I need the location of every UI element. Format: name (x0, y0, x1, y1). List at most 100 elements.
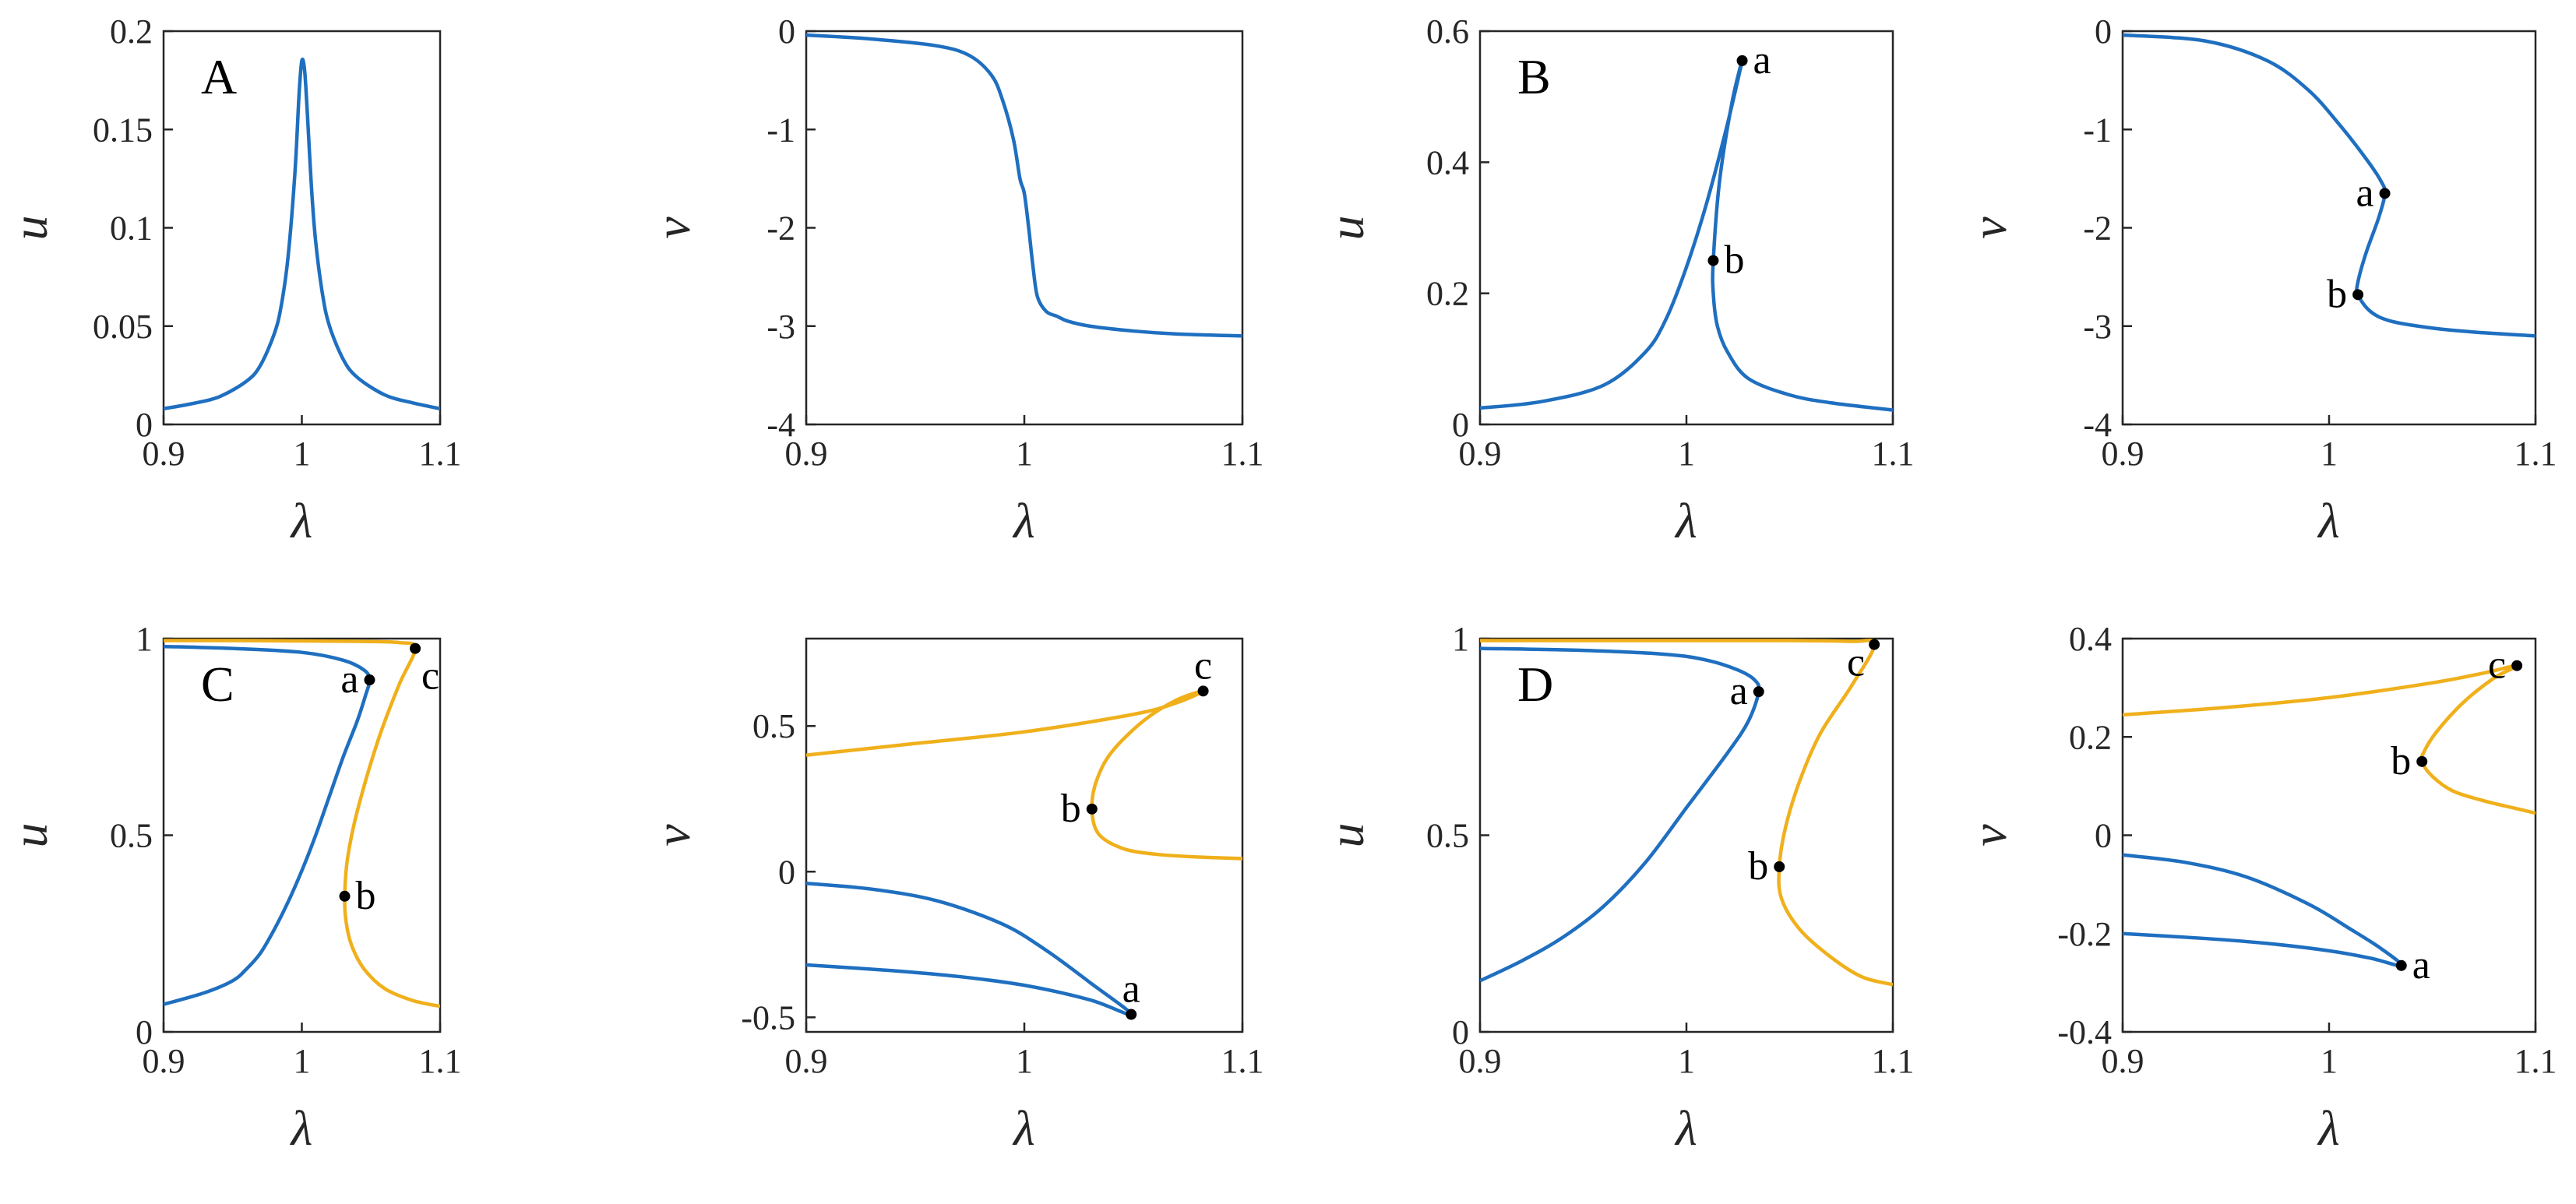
x-tick-label: 1.1 (1221, 1042, 1264, 1080)
panel-letter: A (201, 49, 237, 104)
y-axis-label: u (1319, 216, 1374, 241)
point-label-a: a (2412, 943, 2430, 987)
y-tick-label: 0 (2095, 12, 2112, 51)
series-line-blue (2123, 853, 2404, 968)
y-axis-label: u (2, 216, 58, 241)
x-tick-label: 1.1 (2514, 435, 2557, 473)
y-tick-label: -3 (2083, 308, 2112, 346)
axes-frame (805, 637, 1244, 1033)
point-marker-a (2395, 959, 2407, 971)
x-tick-label: 1 (1016, 435, 1033, 473)
x-tick-label: 0.9 (143, 1042, 185, 1080)
point-marker-c (410, 642, 421, 654)
y-tick-label: 0.15 (93, 111, 153, 149)
y-tick-label: 0.5 (110, 817, 153, 855)
x-tick-label: 1.1 (1221, 435, 1264, 473)
x-tick-label: 1.1 (1872, 1042, 1915, 1080)
x-axis-label: λ (1012, 493, 1035, 548)
y-axis-label: v (1961, 824, 2017, 847)
point-marker-b (339, 890, 351, 902)
chart-panel-8: 0.9 1 1.1 -0.4 -0.2 0 0.2 0.4 λ v a b c (1961, 620, 2557, 1156)
x-tick-label: 1.1 (419, 1042, 462, 1080)
chart-panel-6: 0.9 1 1.1 -0.5 0 0.5 λ v a b c (645, 637, 1264, 1156)
y-axis-label: v (645, 824, 700, 847)
x-tick-label: 1 (2321, 1042, 2338, 1080)
x-axis-label: λ (290, 493, 313, 548)
x-tick-label: 0.9 (2102, 435, 2144, 473)
series-line-blue (806, 881, 1133, 1017)
point-marker-a (1126, 1009, 1137, 1020)
y-tick-label: 0 (1452, 406, 1469, 444)
point-label-b: b (1061, 787, 1081, 831)
x-tick-label: 0.9 (785, 435, 828, 473)
point-marker-a (1736, 55, 1748, 66)
series-line-blue (1480, 646, 1761, 983)
y-tick-label: 1 (1452, 620, 1469, 658)
series-line-blue (806, 33, 1242, 338)
point-label-a: a (1730, 669, 1748, 713)
x-tick-label: 1.1 (2514, 1042, 2557, 1080)
point-label-b: b (2391, 739, 2411, 783)
y-tick-label: -4 (766, 406, 795, 444)
x-tick-label: 1 (1016, 1042, 1033, 1080)
y-tick-label: 0.2 (1426, 275, 1469, 313)
x-tick-label: 0.9 (1459, 435, 1502, 473)
y-tick-label: 0 (2095, 817, 2112, 855)
point-label-b: b (1724, 238, 1744, 283)
point-label-a: a (340, 657, 358, 702)
chart-panel-4: 0.9 1 1.1 -4 -3 -2 -1 0 λ v a b (1961, 12, 2557, 548)
point-marker-b (1086, 803, 1098, 815)
x-axis-label: λ (2317, 493, 2340, 548)
series-line-orange (164, 639, 440, 1009)
y-tick-label: 0 (778, 12, 795, 51)
x-tick-label: 1 (294, 1042, 311, 1080)
series-line-blue (2123, 33, 2535, 338)
chart-panel-3: 0.9 1 1.1 0 0.2 0.4 0.6 λ u B a b (1319, 12, 1915, 548)
point-label-b: b (356, 874, 376, 918)
point-label-c: c (1194, 643, 1212, 688)
point-marker-b (1707, 255, 1719, 266)
series-line-blue (164, 644, 372, 1006)
x-tick-label: 1.1 (1872, 435, 1915, 473)
x-tick-label: 1 (2321, 435, 2338, 473)
series-line-blue (1480, 58, 1893, 412)
x-axis-label: λ (1674, 493, 1697, 548)
chart-panel-1: 0.9 1 1.1 0 0.05 0.1 0.15 0.2 λ u A (2, 12, 462, 548)
x-tick-label: 0.9 (143, 435, 185, 473)
x-axis-label: λ (1674, 1100, 1697, 1156)
point-label-a: a (2356, 171, 2373, 215)
x-axis-label: λ (290, 1100, 313, 1156)
y-tick-label: 1 (136, 620, 153, 658)
point-marker-b (1774, 861, 1785, 872)
point-marker-a (364, 674, 375, 686)
axes-frame (805, 30, 1244, 426)
y-tick-label: 0.05 (93, 308, 153, 346)
y-axis-label: v (1961, 217, 2017, 239)
point-marker-c (1869, 639, 1880, 650)
y-tick-label: 0 (1452, 1013, 1469, 1051)
point-marker-a (2379, 188, 2391, 199)
point-marker-b (2352, 289, 2364, 301)
point-marker-c (2511, 660, 2523, 671)
x-axis-label: λ (2317, 1100, 2340, 1156)
y-axis-label: u (1319, 823, 1374, 848)
series-line-orange (2123, 664, 2535, 815)
point-label-b: b (1748, 844, 1768, 889)
y-tick-label: -0.2 (2057, 915, 2112, 953)
x-tick-label: 0.9 (1459, 1042, 1502, 1080)
point-marker-b (2416, 755, 2428, 767)
point-marker-c (1197, 685, 1209, 697)
panel-letter: B (1517, 49, 1551, 104)
chart-panel-7: 0.9 1 1.1 0 0.5 1 λ u D a b c (1319, 620, 1915, 1156)
y-tick-label: -1 (766, 111, 795, 149)
x-tick-label: 1 (294, 435, 311, 473)
y-tick-label: 0 (778, 853, 795, 891)
chart-panel-5: 0.9 1 1.1 0 0.5 1 λ u C a b c (2, 620, 462, 1156)
chart-panel-2: 0.9 1 1.1 -4 -3 -2 -1 0 λ v (645, 12, 1264, 548)
y-tick-label: 0.1 (110, 209, 153, 248)
y-tick-label: 0.2 (2069, 718, 2112, 756)
x-axis-label: λ (1012, 1100, 1035, 1156)
y-tick-label: 0.5 (1426, 817, 1469, 855)
y-tick-label: -3 (766, 308, 795, 346)
